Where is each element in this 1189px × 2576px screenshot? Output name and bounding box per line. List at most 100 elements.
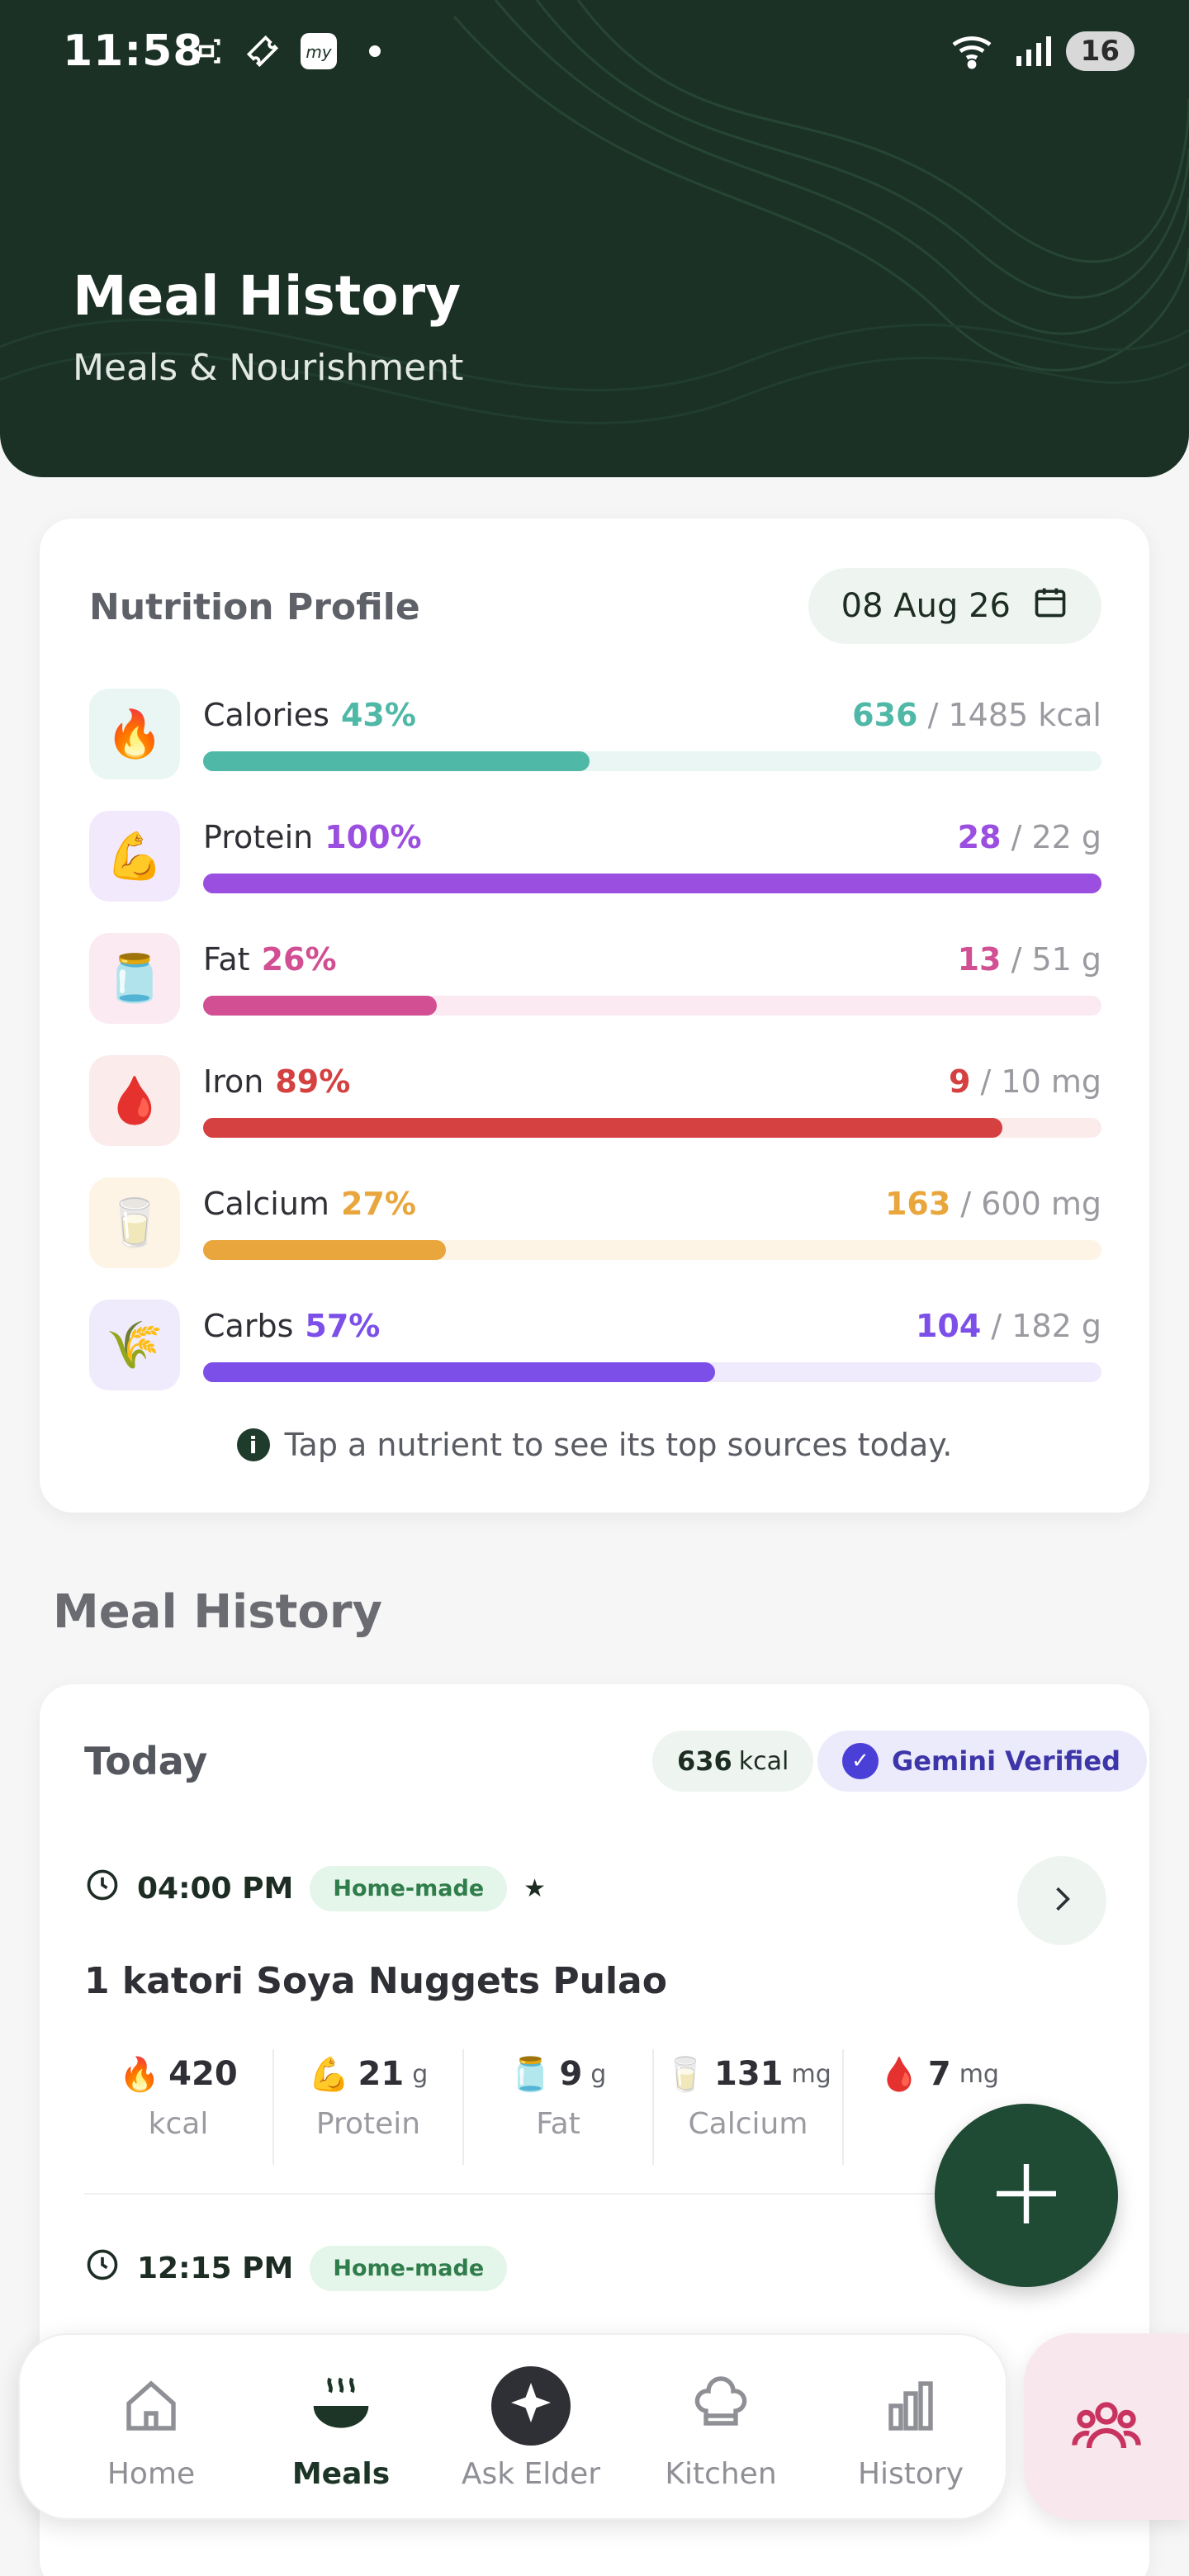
nutrient-percent: 100% [324, 819, 422, 855]
app-badge-icon: my [299, 31, 339, 71]
meal-stats: 🔥 420 kcal 💪 21 g Protein 🫙 9 g Fat 🥛 131 mg Ca… [84, 2049, 1105, 2165]
status-bar: 11:58 my 16 [0, 0, 1189, 107]
stat-label: Fat [536, 2107, 580, 2141]
gemini-verified-label: Gemini Verified [892, 1745, 1120, 1777]
nutrient-name: Protein 100% [203, 819, 422, 855]
nutrient-hint-text: Tap a nutrient to see its top sources to… [284, 1427, 953, 1463]
ticket-icon [243, 31, 282, 71]
nutrient-name: Carbs 57% [203, 1308, 380, 1344]
nutrient-progress-track [203, 1240, 1101, 1260]
bar-chart-icon [871, 2366, 950, 2446]
nutrient-name: Calcium 27% [203, 1186, 416, 1222]
nutrient-progress-fill [203, 1118, 1003, 1138]
nutrient-values: 28 / 22 g [958, 819, 1101, 855]
plus-icon [987, 2154, 1066, 2237]
nutrient-row-protein[interactable]: 💪 Protein 100% 28 / 22 g [89, 811, 1101, 902]
svg-text:my: my [306, 42, 332, 62]
nutrient-label: Protein [203, 819, 314, 855]
people-group-icon [1072, 2390, 1141, 2463]
nutrient-values: 104 / 182 g [916, 1308, 1101, 1344]
nutrient-progress-track [203, 1362, 1101, 1382]
nutrient-consumed: 163 [884, 1186, 951, 1222]
community-button[interactable] [1024, 2333, 1189, 2520]
nutrient-percent: 26% [261, 941, 337, 978]
nutrient-row-fat[interactable]: 🫙 Fat 26% 13 / 51 g [89, 933, 1101, 1024]
nutrient-row-iron[interactable]: 🩸 Iron 89% 9 / 10 mg [89, 1055, 1101, 1146]
stat-value: 7 [927, 2055, 951, 2093]
nutrient-target: / 22 g [1001, 819, 1101, 855]
check-circle-icon: ✓ [842, 1743, 879, 1779]
bottom-navigation: Home Meals Ask Elder Kitchen History [18, 2333, 1007, 2520]
nav-kitchen[interactable]: Kitchen [626, 2335, 816, 2522]
oil-bottle-icon: 🫙 [509, 2055, 552, 2094]
nav-ask-elder[interactable]: Ask Elder [436, 2335, 626, 2522]
nutrient-progress-fill [203, 996, 437, 1016]
nutrient-consumed: 13 [957, 941, 1002, 978]
stat-value: 9 [559, 2055, 583, 2093]
nutrient-progress-fill [203, 751, 590, 771]
add-meal-button[interactable] [935, 2104, 1118, 2287]
nutrient-progress-track [203, 1118, 1101, 1138]
meal-details-button[interactable] [1017, 1856, 1106, 1945]
nutrient-percent: 57% [305, 1308, 381, 1344]
nav-label: Ask Elder [461, 2456, 601, 2491]
day-label: Today [84, 1739, 208, 1783]
wifi-icon [950, 30, 1000, 73]
stat-value: 131 [714, 2055, 784, 2093]
nutrition-profile-card: Nutrition Profile 08 Aug 26 🔥 Calories 43%… [40, 519, 1149, 1513]
fire-icon: 🔥 [119, 2055, 161, 2094]
screenshot-icon [187, 31, 226, 71]
meal-stat-calcium: 🥛 131 mg Calcium [654, 2049, 844, 2165]
meal-time-row: 12:15 PM Home-made [84, 2246, 508, 2291]
nutrient-progress-track [203, 874, 1101, 893]
nutrient-name: Fat 26% [203, 941, 337, 978]
date-picker-button[interactable]: 08 Aug 26 [808, 568, 1101, 644]
meal-time: 04:00 PM [137, 1872, 294, 1906]
nutrient-consumed: 636 [852, 697, 918, 733]
nutrient-values: 636 / 1485 kcal [852, 697, 1101, 733]
nutrient-row-carbs[interactable]: 🌾 Carbs 57% 104 / 182 g [89, 1300, 1101, 1390]
meal-stat-fat: 🫙 9 g Fat [464, 2049, 654, 2165]
stat-label: Calcium [688, 2107, 808, 2141]
meal-time: 12:15 PM [137, 2252, 294, 2285]
nutrient-name: Calories 43% [203, 697, 416, 733]
signal-icon [1013, 30, 1053, 73]
meal-name: 1 katori Soya Nuggets Pulao [84, 1960, 667, 2002]
meal-history-section-title: Meal History [53, 1585, 382, 1639]
blood-drop-icon: 🩸 [879, 2055, 920, 2094]
milk-glass-icon: 🥛 [665, 2055, 707, 2094]
flexed-arm-icon: 💪 [308, 2055, 350, 2094]
nutrient-target: / 600 mg [950, 1186, 1101, 1222]
nutrient-name: Iron 89% [203, 1063, 350, 1100]
stat-unit: g [590, 2059, 607, 2089]
header: 11:58 my 16 Meal History Meals & Nourish… [0, 0, 1189, 477]
nutrient-consumed: 104 [915, 1308, 982, 1344]
meal-stat-protein: 💪 21 g Protein [274, 2049, 464, 2165]
date-label: 08 Aug 26 [841, 587, 1011, 625]
calendar-icon [1032, 584, 1068, 628]
nutrient-progress-fill [203, 874, 1101, 893]
nutrient-row-calories[interactable]: 🔥 Calories 43% 636 / 1485 kcal [89, 689, 1101, 779]
info-icon: i [236, 1428, 270, 1461]
page-subtitle: Meals & Nourishment [73, 347, 464, 389]
nav-home[interactable]: Home [56, 2335, 246, 2522]
nav-meals[interactable]: Meals [246, 2335, 436, 2522]
nutrition-profile-title: Nutrition Profile [89, 586, 420, 628]
nutrient-label: Carbs [203, 1308, 294, 1344]
nutrient-label: Calories [203, 697, 329, 733]
nutrient-values: 13 / 51 g [958, 941, 1101, 978]
nutrient-hint: i Tap a nutrient to see its top sources … [40, 1427, 1149, 1463]
clock-icon [84, 2247, 121, 2290]
day-kcal-badge: 636 kcal [652, 1731, 814, 1792]
nutrient-consumed: 28 [957, 819, 1002, 855]
nutrient-percent: 27% [340, 1186, 416, 1222]
status-time: 11:58 [63, 26, 204, 76]
nutrient-target: / 10 mg [970, 1063, 1101, 1100]
nav-history[interactable]: History [816, 2335, 1006, 2522]
meal-stat-kcal: 🔥 420 kcal [84, 2049, 274, 2165]
bowl-icon [301, 2366, 381, 2446]
nutrient-row-calcium[interactable]: 🥛 Calcium 27% 163 / 600 mg [89, 1177, 1101, 1268]
battery-indicator: 16 [1065, 31, 1135, 71]
nutrient-consumed: 9 [949, 1063, 971, 1100]
nav-label: Kitchen [665, 2456, 777, 2491]
